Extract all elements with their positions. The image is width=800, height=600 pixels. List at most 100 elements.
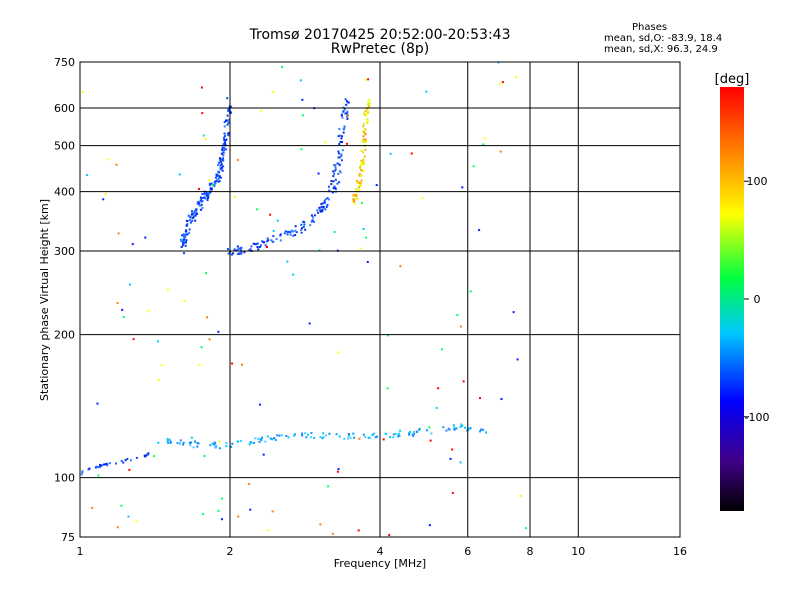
echo-point [356,197,359,200]
echo-point [453,428,456,431]
echo-point [368,102,371,105]
echo-point [343,108,346,111]
noise-point [300,148,303,151]
noise-point [166,288,169,291]
echo-point [224,143,227,146]
echo-point [362,158,365,161]
echo-point [342,110,345,113]
echo-point [418,427,421,430]
echo-point [341,116,344,119]
echo-point [221,146,224,149]
echo-point [301,227,304,230]
echo-point [339,156,342,159]
noise-point [500,398,503,401]
echo-point [95,465,98,468]
echo-point [341,135,344,138]
noise-point [120,504,123,507]
noise-point [337,351,340,354]
echo-point [183,239,186,242]
echo-point [105,462,108,465]
echo-point [338,143,341,146]
echo-point [337,150,340,153]
y-tick-label: 600 [54,102,75,115]
x-tick-label: 8 [527,545,534,558]
echo-point [206,197,209,200]
colorbar-tick-label: -100 [745,411,770,424]
echo-point [218,177,221,180]
echo-point [365,112,368,115]
noise-point [116,526,119,529]
echo-point [80,473,83,476]
noise-point [178,173,181,176]
noise-point [461,186,464,189]
echo-point [180,246,183,249]
echo-point [362,161,365,164]
echo-point [223,147,226,150]
echo-point [124,459,127,462]
echo-point [211,442,214,445]
echo-point [368,98,371,101]
echo-point [157,441,160,444]
echo-point [276,434,279,437]
noise-point [469,290,472,293]
echo-point [319,209,322,212]
echo-point [192,216,195,219]
echo-point [193,440,196,443]
echo-point [356,179,359,182]
echo-point [228,121,231,124]
echo-point [114,462,117,465]
echo-point [196,445,199,448]
echo-point [326,197,329,200]
echo-point [321,437,324,440]
echo-point [333,172,336,175]
noise-point [449,457,452,460]
echo-point [302,225,305,228]
echo-point [392,433,395,436]
echo-point [356,181,359,184]
echo-point [207,192,210,195]
noise-point [106,158,109,161]
noise-point [317,172,320,175]
noise-point [131,243,134,246]
echo-point [182,232,185,235]
echo-point [300,231,303,234]
echo-point [185,239,188,242]
echo-point [254,243,257,246]
echo-point [191,213,194,216]
echo-point [359,168,362,171]
echo-point [332,170,335,173]
echo-point [359,166,362,169]
noise-point [515,76,518,79]
echo-point [223,120,226,123]
noise-point [389,152,392,155]
echo-point [218,157,221,160]
echo-point [126,457,129,460]
echo-point [240,251,243,254]
echo-point [339,171,342,174]
echo-point [320,205,323,208]
noise-point [399,265,402,268]
echo-point [216,164,219,167]
noise-point [265,246,268,249]
noise-point [102,198,105,201]
echo-point [100,464,103,467]
colorbar [720,87,744,511]
echo-point [364,148,367,151]
echo-point [286,233,289,236]
echo-point [248,249,251,252]
echo-point [313,436,316,439]
noise-point [202,513,205,516]
echo-point [325,205,328,208]
echo-point [266,435,269,438]
echo-point [408,433,411,436]
echo-point [395,432,398,435]
echo-point [397,435,400,438]
echo-point [357,189,360,192]
noise-point [128,283,131,286]
noise-point [201,112,204,115]
echo-point [257,437,260,440]
echo-point [220,163,223,166]
echo-point [264,244,267,247]
y-tick-label: 75 [61,531,75,544]
noise-point [122,316,125,319]
